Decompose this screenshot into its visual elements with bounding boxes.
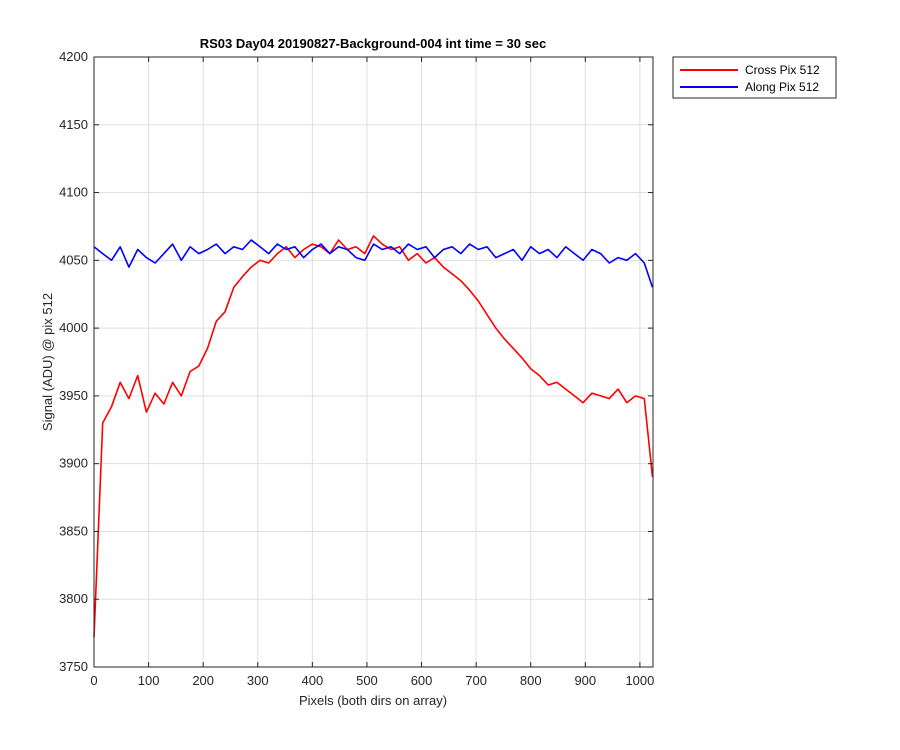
x-tick-label: 800	[520, 673, 542, 688]
x-tick-label: 700	[465, 673, 487, 688]
x-tick-label: 400	[302, 673, 324, 688]
x-tick-label: 900	[574, 673, 596, 688]
x-tick-label: 500	[356, 673, 378, 688]
y-axis-label: Signal (ADU) @ pix 512	[40, 293, 55, 431]
series-line-cross-pix-512	[93, 235, 654, 638]
x-axis-label: Pixels (both dirs on array)	[299, 693, 447, 708]
x-tick-label: 600	[411, 673, 433, 688]
y-tick-label: 4100	[59, 185, 88, 200]
y-tick-label: 4200	[59, 49, 88, 64]
y-tick-label: 3900	[59, 456, 88, 471]
y-tick-label: 3750	[59, 659, 88, 674]
y-axis: 3750 3800 3850 3900 3950 4000 4050 4100 4150 4200	[59, 49, 653, 674]
y-tick-label: 3800	[59, 591, 88, 606]
grid	[93, 56, 653, 668]
legend-label-cross: Cross Pix 512	[745, 63, 820, 77]
y-tick-label: 4000	[59, 320, 88, 335]
plot-area	[94, 57, 653, 667]
y-tick-label: 3950	[59, 388, 88, 403]
series-line-along-pix-512	[93, 239, 654, 288]
chart-title: RS03 Day04 20190827-Background-004 int t…	[200, 36, 547, 51]
x-tick-label: 100	[138, 673, 160, 688]
plot-frame	[93, 56, 654, 668]
x-axis: 0 100 200 300 400 500 600 700 800 900 1000	[90, 57, 654, 688]
y-tick-label: 3850	[59, 523, 88, 538]
legend: Cross Pix 512 Along Pix 512	[672, 56, 837, 99]
legend-box	[672, 56, 837, 99]
series-layer	[93, 235, 654, 638]
x-tick-label: 1000	[625, 673, 654, 688]
y-tick-label: 4050	[59, 252, 88, 267]
x-tick-label: 0	[90, 673, 97, 688]
y-tick-label: 4150	[59, 117, 88, 132]
legend-label-along: Along Pix 512	[745, 80, 819, 94]
x-tick-label: 200	[192, 673, 214, 688]
x-tick-label: 300	[247, 673, 269, 688]
